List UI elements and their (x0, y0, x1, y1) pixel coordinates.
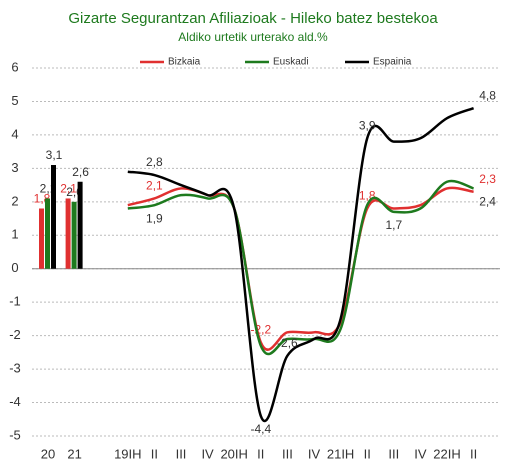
data-label: 2,4 (479, 195, 496, 209)
bar (45, 198, 50, 269)
x-tick-label: II (257, 446, 264, 461)
y-tick-label: 2 (11, 193, 18, 208)
bar (71, 201, 77, 269)
x-tick-label: 20IH (220, 446, 247, 461)
data-label: 1,9 (146, 211, 163, 225)
x-tick-label: IV (414, 446, 427, 461)
x-tick-label: III (282, 446, 293, 461)
data-label: 4,8 (479, 88, 496, 102)
y-tick-label: 1 (11, 227, 18, 242)
bar (51, 165, 56, 269)
data-label: 3,1 (46, 148, 63, 162)
legend-label: Bizkaia (168, 57, 201, 68)
x-tick-label: IV (308, 446, 321, 461)
y-tick-label: 0 (11, 260, 18, 275)
x-tick-label: 21 (67, 446, 81, 461)
bar (77, 181, 83, 269)
x-tick-label: IV (201, 446, 214, 461)
line (127, 179, 475, 356)
data-label: 2,1 (60, 182, 77, 196)
bar (39, 208, 44, 269)
y-tick-label: 5 (11, 93, 18, 108)
y-tick-label: -1 (9, 294, 21, 309)
data-label: 2,3 (479, 172, 496, 186)
data-label: -2,6 (277, 336, 298, 350)
x-tick-label: 22IH (433, 446, 460, 461)
y-tick-label: -3 (9, 361, 21, 376)
y-tick-label: 4 (11, 126, 18, 141)
y-tick-label: -2 (9, 327, 21, 342)
data-label: -4,4 (250, 422, 271, 436)
line (127, 186, 474, 351)
data-label: -2,2 (250, 322, 271, 336)
x-tick-label: 20 (41, 446, 55, 461)
x-tick-label: II (151, 446, 158, 461)
x-tick-label: II (470, 446, 477, 461)
y-tick-label: 3 (11, 160, 18, 175)
data-label: 2,8 (146, 155, 163, 169)
legend-label: Espainia (373, 57, 412, 68)
data-label: 1,7 (385, 218, 402, 232)
y-tick-label: -4 (9, 394, 21, 409)
data-label: 2,1 (146, 179, 163, 193)
bar (65, 198, 71, 269)
x-tick-label: 21IH (327, 446, 354, 461)
data-label: 2,6 (72, 165, 89, 179)
line (127, 106, 475, 422)
x-tick-label: III (388, 446, 399, 461)
legend-label: Euskadi (273, 57, 309, 68)
chart-subtitle: Aldiko urtetik urterako ald.% (178, 30, 328, 44)
data-label: 1,8 (359, 189, 376, 203)
y-tick-label: -5 (9, 427, 21, 442)
x-tick-label: III (176, 446, 187, 461)
chart-title: Gizarte Segurantzan Afiliazioak - Hileko… (68, 10, 438, 27)
data-label: 3,9 (359, 118, 376, 132)
y-tick-label: 6 (11, 59, 18, 74)
x-tick-label: II (364, 446, 371, 461)
x-tick-label: 19IH (114, 446, 141, 461)
